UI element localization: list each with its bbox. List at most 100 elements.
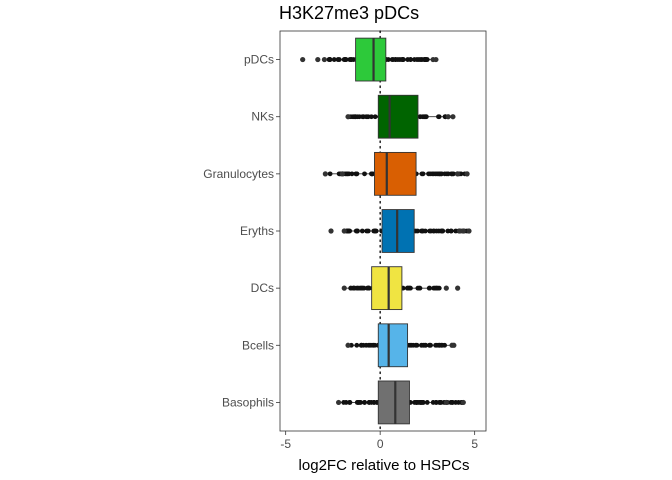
outlier-eryths <box>460 228 466 234</box>
point-basophils <box>450 400 455 405</box>
point-bcells <box>436 342 442 348</box>
point-dcs <box>415 285 421 291</box>
point-bcells <box>368 342 374 348</box>
point-basophils <box>358 400 364 405</box>
point-granulocytes <box>349 171 355 177</box>
point-granulocytes <box>433 171 438 177</box>
point-pdcs <box>412 57 417 62</box>
point-dcs <box>352 285 358 291</box>
point-dcs <box>434 285 439 291</box>
box-nks <box>345 94 456 139</box>
point-dcs <box>356 285 362 291</box>
outlier-bcells <box>345 342 351 348</box>
point-pdcs <box>395 57 401 62</box>
point-basophils <box>433 400 439 405</box>
iqr-box-bcells <box>377 323 409 368</box>
x-tick-label: -5 <box>280 437 291 451</box>
y-axis: pDCs NKs Granulocytes Eryths DCs Bcells Basoph… <box>203 53 280 409</box>
point-pdcs <box>348 57 354 62</box>
box-dcs <box>341 266 461 311</box>
point-granulocytes <box>442 171 448 177</box>
point-bcells <box>423 342 428 348</box>
point-eryths <box>448 228 454 234</box>
point-bcells <box>414 342 420 348</box>
point-bcells <box>363 342 369 348</box>
point-nks <box>369 114 374 120</box>
point-pdcs <box>389 57 395 62</box>
point-eryths <box>440 228 445 234</box>
outlier-bcells <box>451 342 457 348</box>
x-axis-title: log2FC relative to HSPCs <box>299 457 470 474</box>
point-pdcs <box>400 57 406 62</box>
iqr-box-basophils <box>377 380 410 425</box>
outlier-pdcs <box>321 56 328 63</box>
point-dcs <box>404 285 410 291</box>
y-tick-label-eryths: Eryths <box>240 224 274 238</box>
point-granulocytes <box>419 171 425 177</box>
point-nks <box>353 114 359 120</box>
point-basophils <box>366 400 372 405</box>
point-eryths <box>434 228 439 234</box>
outlier-granulocytes <box>322 171 328 177</box>
point-basophils <box>417 400 423 405</box>
outlier-basophils <box>443 399 449 406</box>
outlier-eryths <box>341 228 347 234</box>
point-pdcs <box>416 57 422 62</box>
point-bcells <box>354 342 360 348</box>
point-bcells <box>410 342 416 348</box>
x-tick-label: 0 <box>377 437 384 451</box>
point-granulocytes <box>353 171 359 177</box>
point-pdcs <box>408 57 414 62</box>
point-eryths <box>346 228 352 234</box>
point-nks <box>436 114 442 120</box>
point-granulocytes <box>327 171 333 177</box>
point-pdcs <box>336 57 342 62</box>
outlier-granulocytes <box>464 171 470 177</box>
box-pdcs <box>300 37 439 82</box>
point-bcells <box>418 342 424 348</box>
point-nks <box>372 114 378 120</box>
outlier-basophils <box>335 399 342 406</box>
point-nks <box>363 114 369 120</box>
box-bcells <box>345 323 457 368</box>
point-dcs <box>364 285 370 291</box>
point-eryths <box>365 228 371 234</box>
outlier-dcs <box>455 285 461 291</box>
outlier-pdcs <box>300 56 306 63</box>
y-tick-label-bcells: Bcells <box>242 338 274 352</box>
point-dcs <box>348 285 354 291</box>
outlier-pdcs <box>433 56 439 63</box>
point-basophils <box>362 400 368 405</box>
point-pdcs <box>423 57 429 62</box>
point-dcs <box>427 285 433 291</box>
outlier-granulocytes <box>455 171 461 177</box>
point-pdcs <box>342 57 348 62</box>
point-eryths <box>372 228 378 234</box>
chart-title: H3K27me3 pDCs <box>279 3 419 23</box>
point-granulocytes <box>445 171 451 177</box>
point-eryths <box>453 228 459 234</box>
point-nks <box>423 114 429 120</box>
iqr-box-pdcs <box>355 37 387 82</box>
point-nks <box>417 114 423 120</box>
point-eryths <box>359 228 365 234</box>
point-basophils <box>343 400 349 405</box>
y-tick-label-nks: NKs <box>251 110 274 124</box>
box-layer <box>300 37 472 425</box>
iqr-box-nks <box>377 94 419 139</box>
point-eryths <box>445 228 451 234</box>
outlier-granulocytes <box>339 171 345 177</box>
box-granulocytes <box>322 151 470 196</box>
box-eryths <box>328 209 472 253</box>
point-basophils <box>414 400 420 405</box>
y-tick-label-basophils: Basophils <box>222 395 274 409</box>
point-granulocytes <box>427 171 433 177</box>
point-nks <box>360 114 365 120</box>
iqr-box-granulocytes <box>374 151 417 196</box>
point-granulocytes <box>369 171 374 177</box>
outlier-dcs <box>341 285 347 291</box>
point-basophils <box>347 400 352 405</box>
point-eryths <box>422 228 428 234</box>
point-eryths <box>415 228 420 234</box>
point-eryths <box>355 228 360 234</box>
